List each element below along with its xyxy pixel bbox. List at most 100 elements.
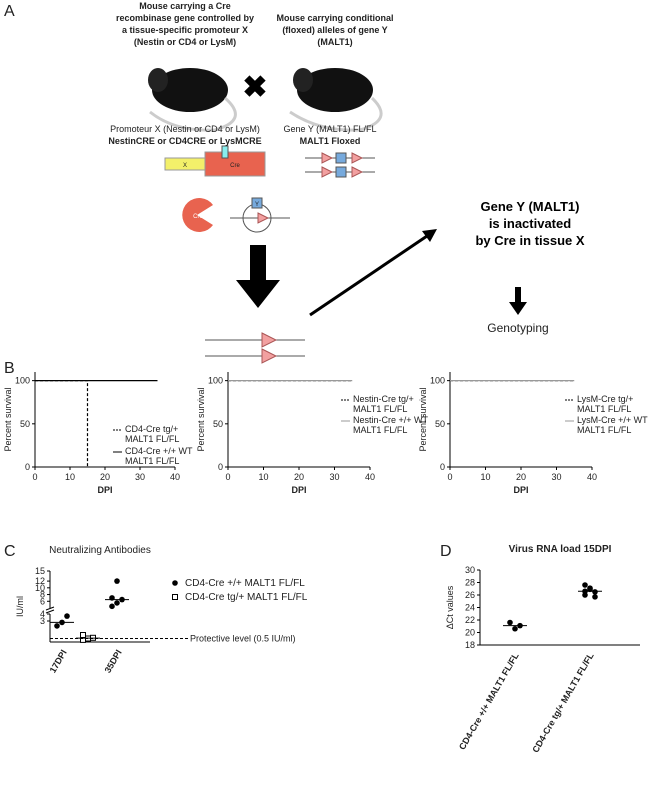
data-point: [80, 632, 86, 638]
data-point: [114, 578, 120, 584]
y-tick-label: 50: [435, 419, 445, 429]
y-tick-label: 50: [20, 419, 30, 429]
box-label: Cre: [230, 163, 240, 169]
x-tick-label: 20: [294, 472, 304, 482]
y-tick-label: 26: [465, 590, 475, 600]
data-point: [109, 603, 115, 610]
promoter: Promoteur X (Nestin or CD4 or LysM): [110, 124, 260, 134]
data-point: [582, 582, 588, 588]
x-tick-label: 10: [480, 472, 490, 482]
cre-mouse-text: a tissue-specific promoteur X: [122, 25, 248, 35]
chart-title: Neutralizing Antibodies: [49, 545, 151, 556]
y-tick-label: 15: [35, 566, 45, 576]
y-tick-label: 22: [465, 615, 475, 625]
y-axis-label: Percent survival: [3, 387, 13, 451]
x-tick-label: 30: [329, 472, 339, 482]
x-tick-label: 20: [100, 472, 110, 482]
legend-label: CD4-Cre +/+ WT MALT1 FL/FL: [125, 446, 193, 466]
legend-label: CD4-Cre tg/+ MALT1 FL/FL: [185, 592, 308, 603]
legend-label: CD4-Cre tg/+ MALT1 FL/FL: [125, 424, 180, 444]
legend-label: CD4-Cre +/+ MALT1 FL/FL: [185, 578, 305, 589]
x-tick-label: 0: [225, 472, 230, 482]
box-label: Y: [255, 202, 259, 208]
survival-line: [35, 380, 89, 467]
x-tick-label: CD4-Cre tg/+ MALT1 FL/FL: [530, 651, 596, 755]
data-point: [507, 619, 513, 626]
x-tick-label: 0: [447, 472, 452, 482]
x-tick-label: 40: [170, 472, 180, 482]
legend-label-box: LysM-Cre tg/+ MALT1 FL/FL: [577, 394, 634, 414]
y-tick-label: 100: [430, 376, 445, 386]
data-point: [54, 623, 60, 629]
y-tick-label: 100: [15, 376, 30, 386]
y-tick-label: 0: [218, 462, 223, 472]
data-point: [512, 625, 518, 632]
flox-mouse-text: Mouse carrying conditional: [276, 13, 393, 23]
result-text: is inactivated: [489, 216, 571, 231]
legend-label-box: Nestin-Cre +/+ WT MALT1 FL/FL: [353, 415, 428, 435]
legend-label: Nestin-Cre +/+ WT MALT1 FL/FL: [353, 415, 428, 435]
panel-label: B: [4, 360, 15, 377]
y-tick-label: 24: [465, 603, 475, 613]
genotyping: Genotyping: [487, 321, 548, 335]
floxed: MALT1 Floxed: [300, 136, 361, 146]
x-tick-label: 0: [32, 472, 37, 482]
box-label: X: [183, 163, 187, 169]
y-axis-label: Percent survival: [418, 387, 428, 451]
x-tick-label: 35DPI: [103, 648, 124, 675]
legend-label-box: CD4-Cre tg/+ MALT1 FL/FL: [125, 424, 180, 444]
y-tick-label: 8: [40, 590, 45, 600]
legend-label: Nestin-Cre tg/+ MALT1 FL/FL: [353, 394, 414, 414]
legend-label-box: LysM-Cre +/+ WT MALT1 FL/FL: [577, 415, 648, 435]
x-tick-label: 30: [551, 472, 561, 482]
cre-lines: NestinCRE or CD4CRE or LysMCRE: [108, 136, 261, 146]
y-tick-label: 18: [465, 640, 475, 650]
y-tick-label: 20: [465, 628, 475, 638]
data-point: [114, 600, 120, 606]
svg-text:✖: ✖: [242, 71, 267, 104]
panel-label: A: [4, 3, 15, 20]
y-tick-label: 6: [40, 596, 45, 606]
x-tick-label: 10: [65, 472, 75, 482]
x-tick-label: CD4-Cre +/+ MALT1 FL/FL: [457, 651, 521, 752]
y-tick-label: 30: [465, 565, 475, 575]
legend-marker: [172, 594, 178, 600]
data-point: [64, 613, 70, 619]
reference-label: Protective level (0.5 IU/ml): [190, 634, 296, 644]
x-axis-label: DPI: [291, 485, 306, 495]
y-tick-label: 50: [213, 419, 223, 429]
x-tick-label: 30: [135, 472, 145, 482]
data-point: [592, 589, 598, 595]
legend-label-box: CD4-Cre +/+ WT MALT1 FL/FL: [125, 446, 193, 466]
flox-mouse-text: (MALT1): [317, 37, 352, 47]
axis-break: [45, 606, 55, 614]
y-tick-label: 100: [208, 376, 223, 386]
x-tick-label: 20: [516, 472, 526, 482]
y-tick-label: 3: [40, 616, 45, 626]
cre-mouse-text: recombinase gene controlled by: [116, 13, 254, 23]
y-tick-label: 0: [25, 462, 30, 472]
chart-title: Virus RNA load 15DPI: [509, 544, 612, 555]
gene: Gene Y (MALT1) FL/FL: [283, 124, 376, 134]
result-text: Gene Y (MALT1): [481, 199, 580, 214]
y-tick-label: 28: [465, 578, 475, 588]
x-tick-label: 40: [365, 472, 375, 482]
x-axis-label: DPI: [513, 485, 528, 495]
legend-marker: [172, 580, 178, 586]
legend-label: LysM-Cre tg/+ MALT1 FL/FL: [577, 394, 634, 414]
panel-label: D: [440, 543, 452, 560]
y-axis-label: IU/ml: [15, 596, 25, 617]
y-tick-label: 0: [440, 462, 445, 472]
panel-label: C: [4, 543, 16, 560]
flox-mouse-text: (floxed) alleles of gene Y: [282, 25, 387, 35]
cre-mouse-text: Mouse carrying a Cre: [139, 1, 231, 11]
y-axis-label: Percent survival: [196, 387, 206, 451]
panel-a-art: ✖: [148, 68, 527, 364]
x-tick-label: 17DPI: [48, 648, 69, 675]
y-tick-label: 10: [35, 583, 45, 593]
x-tick-label: 40: [587, 472, 597, 482]
legend-label-box: Nestin-Cre tg/+ MALT1 FL/FL: [353, 394, 414, 414]
cre-mouse-text: (Nestin or CD4 or LysM): [134, 37, 236, 47]
